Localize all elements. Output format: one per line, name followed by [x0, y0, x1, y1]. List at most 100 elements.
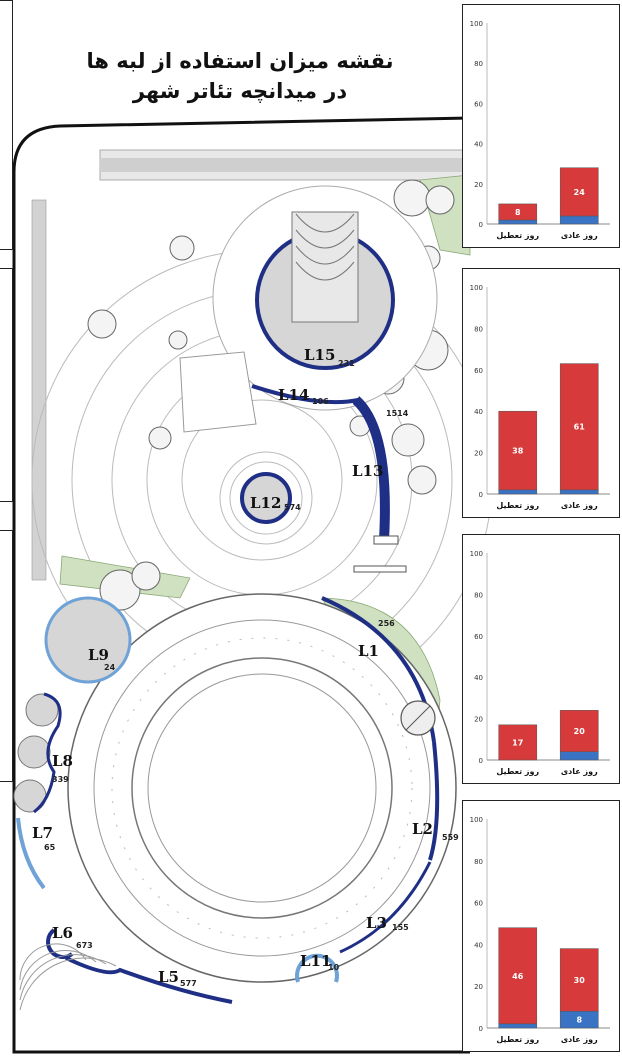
- bar-segment: [498, 203, 538, 221]
- value-L2: 559: [442, 833, 459, 842]
- label-L14: L14: [278, 386, 309, 404]
- value-L3: 155: [392, 923, 409, 932]
- value-L13: 1514: [386, 409, 409, 418]
- bar-segment: [559, 363, 599, 491]
- bar-value-label: 8: [515, 208, 521, 217]
- left-edge-stub-3: [0, 530, 13, 782]
- y-tick-label: 0: [479, 491, 483, 499]
- left-hatched-strip: [31, 199, 47, 581]
- L14-L13-edges: [251, 384, 407, 573]
- category-label: روز عادی: [561, 1035, 598, 1044]
- y-tick-label: 100: [470, 20, 483, 28]
- y-tick-label: 0: [479, 221, 483, 229]
- value-L5: 577: [180, 979, 197, 988]
- bar-value-label: 8: [576, 1016, 582, 1025]
- rotunda-edges: [16, 596, 440, 1004]
- category-label: روز عادی: [561, 231, 598, 240]
- category-label: روز تعطیل: [496, 501, 539, 510]
- y-tick-label: 20: [474, 450, 483, 458]
- y-tick-label: 80: [474, 858, 483, 866]
- bar-value-label: 20: [574, 727, 586, 736]
- label-L8: L8: [52, 752, 73, 770]
- y-tick-label: 0: [479, 757, 483, 765]
- y-tick-label: 60: [474, 367, 483, 375]
- bar-segment: [498, 410, 538, 491]
- category-label: روز تعطیل: [496, 1035, 539, 1044]
- y-tick-label: 80: [474, 591, 483, 599]
- main-rotunda: [67, 593, 457, 983]
- bar-chart-2: 020406080100238روز تعطیل261روز عادی: [470, 284, 610, 510]
- bar-value-label: 38: [512, 447, 524, 456]
- left-edge-stub-1: [0, 0, 13, 250]
- bar-segment: [559, 948, 599, 1012]
- y-tick-label: 100: [470, 550, 483, 558]
- y-tick-label: 40: [474, 674, 483, 682]
- value-L7: 65: [44, 843, 56, 852]
- value-L6: 673: [76, 941, 93, 950]
- label-L9: L9: [88, 646, 109, 664]
- L8-edge: [33, 692, 62, 814]
- label-L1: L1: [358, 642, 379, 660]
- category-label: روز تعطیل: [496, 231, 539, 240]
- bar-value-label: 24: [574, 188, 586, 197]
- label-L12: L12: [250, 494, 281, 512]
- y-tick-label: 100: [470, 816, 483, 824]
- map-title-line2: در میدانچه تئاتر شهر: [132, 79, 348, 103]
- value-L15: 231: [338, 359, 355, 368]
- y-tick-label: 40: [474, 941, 483, 949]
- label-L15: L15: [304, 346, 335, 364]
- label-L11: L11: [300, 952, 331, 970]
- label-L13: L13: [352, 462, 383, 480]
- category-label: روز عادی: [561, 501, 598, 510]
- y-tick-label: 20: [474, 181, 483, 189]
- plaza-tilted-square: [179, 351, 257, 433]
- label-L2: L2: [412, 820, 433, 838]
- label-L5: L5: [158, 968, 179, 986]
- value-L1: 256: [378, 619, 395, 628]
- corner-amphitheatre: [19, 943, 117, 1011]
- value-L9: 24: [104, 663, 116, 672]
- L15-disc: [212, 185, 438, 411]
- label-L7: L7: [32, 824, 53, 842]
- chart-panel-1: 02040608010028روز تعطیل424روز عادی: [462, 4, 620, 248]
- bar-segment: [559, 167, 599, 217]
- bar-segment: [559, 710, 599, 752]
- y-tick-label: 20: [474, 716, 483, 724]
- category-label: روز تعطیل: [496, 767, 539, 776]
- L8-circles: [13, 693, 59, 813]
- label-L6: L6: [52, 924, 73, 942]
- chart-panel-2: 020406080100238روز تعطیل261روز عادی: [462, 268, 620, 518]
- bar-segment: [498, 724, 538, 761]
- L12-circle: [219, 451, 313, 545]
- kiosk: [400, 700, 436, 736]
- value-L11: 10: [328, 963, 340, 972]
- bar-segment: [559, 215, 599, 225]
- bar-value-label: 17: [512, 738, 523, 747]
- bar-chart-1: 02040608010028روز تعطیل424روز عادی: [470, 20, 610, 240]
- L9-disc: [44, 596, 132, 684]
- y-tick-label: 80: [474, 60, 483, 68]
- y-tick-label: 0: [479, 1025, 483, 1033]
- y-tick-label: 40: [474, 141, 483, 149]
- chart-panel-3: 020406080100017روز تعطیل420روز عادی: [462, 534, 620, 784]
- bar-segment: [498, 927, 538, 1025]
- y-tick-label: 20: [474, 983, 483, 991]
- y-tick-label: 100: [470, 284, 483, 292]
- bar-value-label: 30: [574, 976, 586, 985]
- map-title-line1: نقشه میزان استفاده از لبه ها: [86, 49, 394, 73]
- bar-value-label: 46: [512, 972, 524, 981]
- y-tick-label: 40: [474, 408, 483, 416]
- value-L14: 106: [312, 397, 329, 406]
- edge-labels: L15 231 L14 106 1514 L13 L12 574 256 L1 …: [32, 346, 459, 988]
- value-L8: 339: [52, 775, 69, 784]
- bar-segment: [559, 751, 599, 761]
- y-tick-label: 60: [474, 100, 483, 108]
- category-label: روز عادی: [561, 767, 598, 776]
- bar-value-label: 61: [574, 423, 586, 432]
- map-title: نقشه میزان استفاده از لبه ها در میدانچه …: [60, 46, 420, 106]
- bar-chart-3: 020406080100017روز تعطیل420روز عادی: [470, 550, 610, 776]
- y-tick-label: 60: [474, 633, 483, 641]
- map-frame: [12, 116, 471, 1054]
